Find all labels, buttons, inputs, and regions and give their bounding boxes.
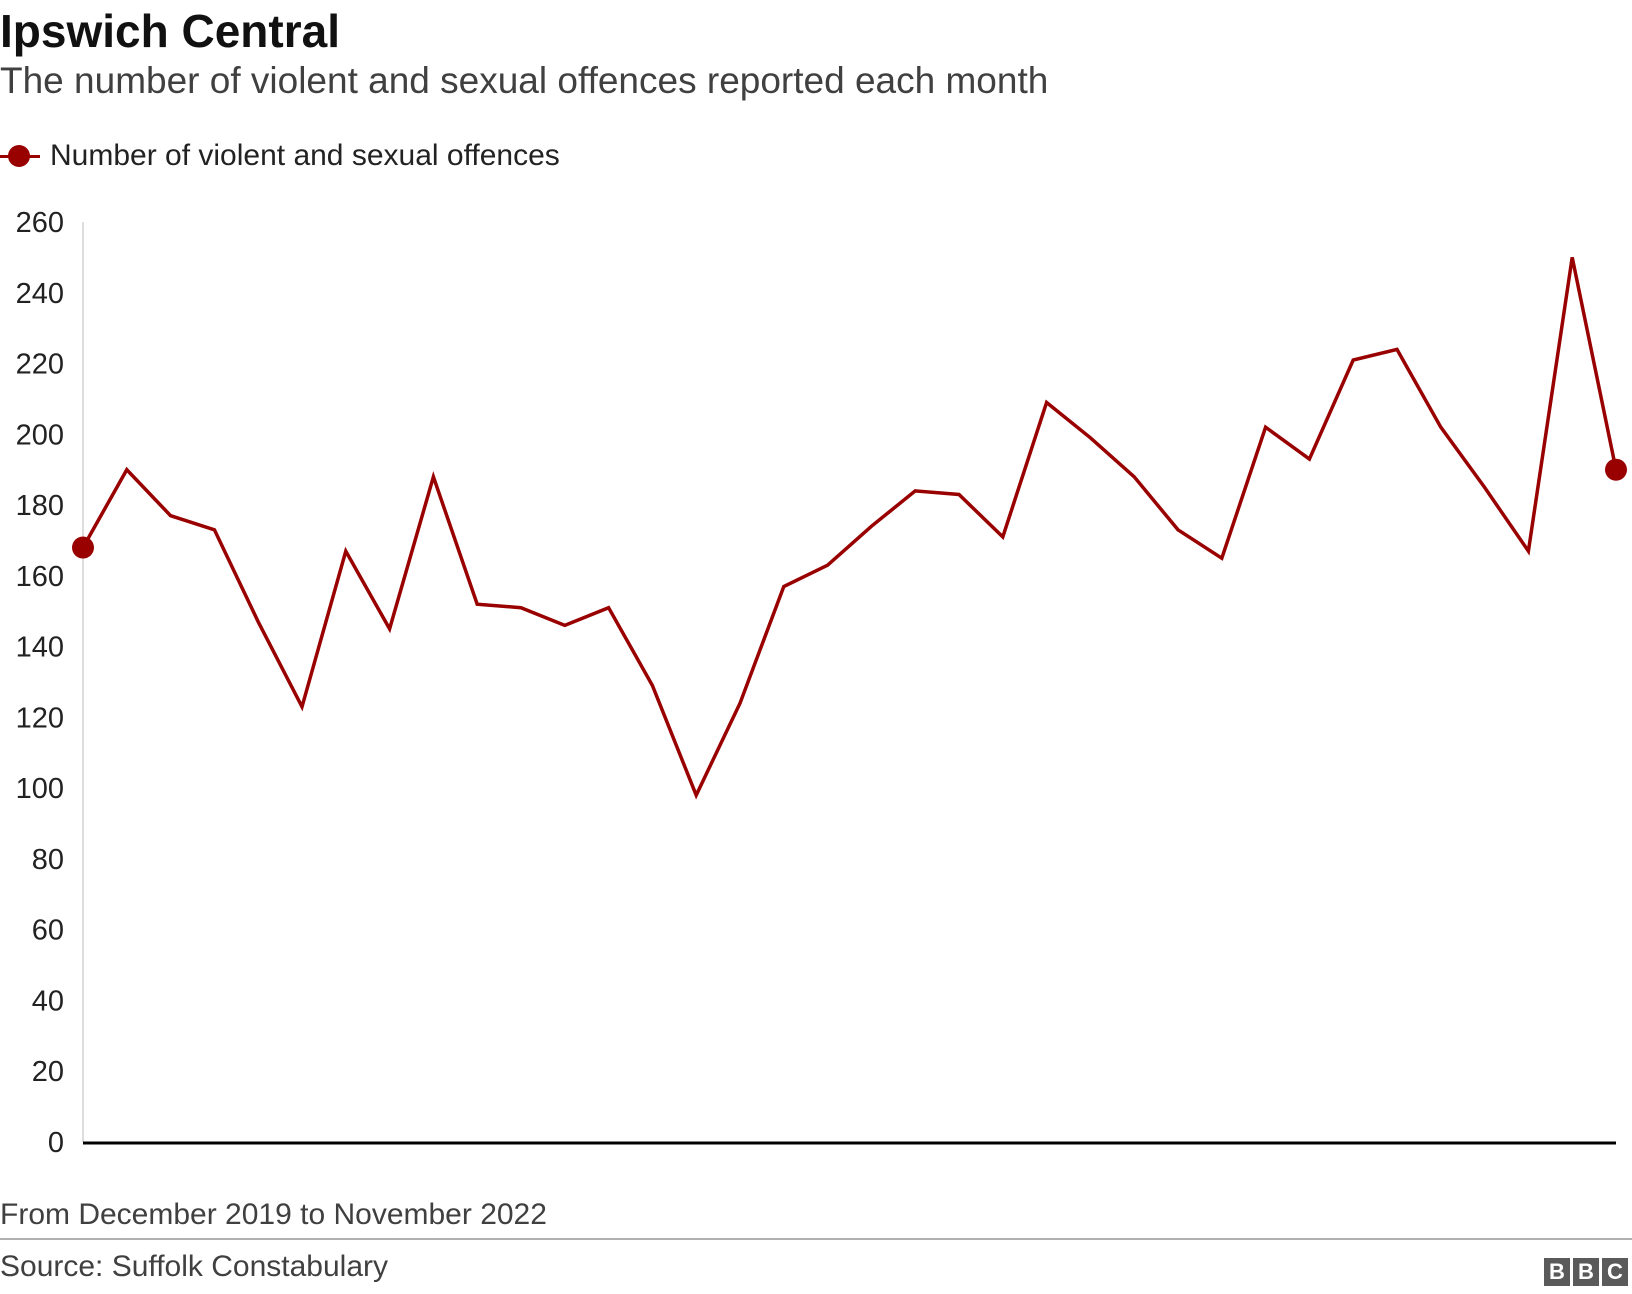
date-range-note: From December 2019 to November 2022: [0, 1198, 547, 1231]
footer-divider: [0, 1238, 1632, 1240]
series-line: [81, 257, 1618, 800]
y-tick-label: 80: [32, 844, 64, 876]
y-tick-label: 40: [32, 985, 64, 1017]
y-tick-label: 200: [16, 419, 64, 451]
y-tick-label: 160: [16, 561, 64, 593]
logo-letter: C: [1602, 1258, 1628, 1286]
bbc-logo: B B C: [1544, 1258, 1628, 1286]
legend-entry-label: Number of violent and sexual offences: [50, 139, 560, 172]
y-tick-label: 260: [16, 207, 64, 239]
y-tick-label: 120: [16, 702, 64, 734]
y-tick-label: 180: [16, 490, 64, 522]
y-tick-label: 220: [16, 349, 64, 381]
legend: Number of violent and sexual offences: [0, 136, 560, 176]
y-axis-ticks: 0 20 40 60 80 100 120 140 160 180 200 220 240 260: [16, 207, 64, 1159]
chart-subtitle: The number of violent and sexual offence…: [0, 60, 1049, 101]
y-tick-label: 60: [32, 915, 64, 947]
series-end-point: [1605, 458, 1627, 481]
logo-letter: B: [1573, 1258, 1599, 1286]
y-tick-label: 240: [16, 278, 64, 310]
legend-line-marker-icon: [0, 144, 40, 168]
series-start-point: [72, 536, 94, 559]
chart-title: Ipswich Central: [0, 5, 340, 57]
series-end-markers: [72, 458, 1627, 559]
y-tick-label: 0: [48, 1127, 64, 1159]
y-tick-label: 140: [16, 632, 64, 664]
y-tick-label: 100: [16, 773, 64, 805]
y-tick-label: 20: [32, 1056, 64, 1088]
source-note: Source: Suffolk Constabulary: [0, 1250, 388, 1283]
logo-letter: B: [1544, 1258, 1570, 1286]
